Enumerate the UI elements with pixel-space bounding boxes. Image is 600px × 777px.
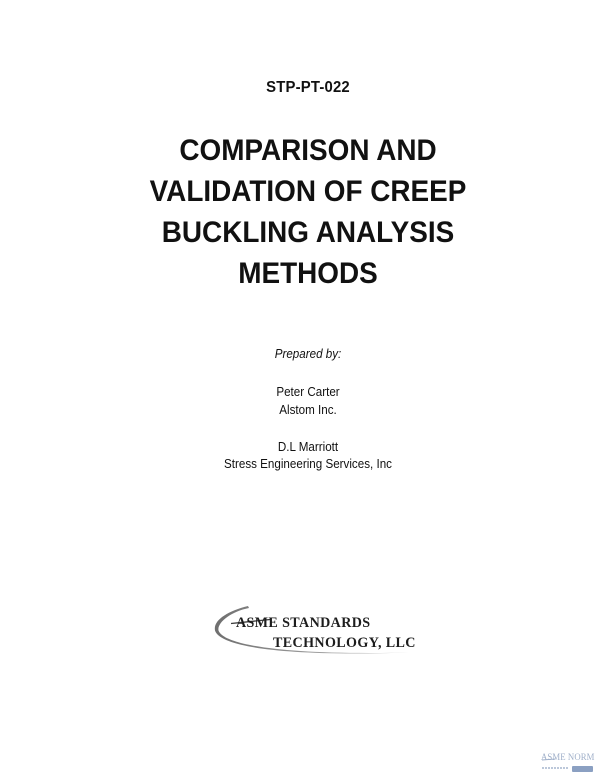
watermark-subline (542, 766, 569, 769)
title-line: VALIDATION OF CREEP (149, 175, 467, 208)
title-line: COMPARISON AND (179, 134, 437, 167)
title-line: METHODS (238, 257, 378, 290)
asme-st-llc-logo: ASME STANDARDS TECHNOLOGY, LLC (203, 600, 433, 672)
logo-swoosh-icon (214, 606, 409, 654)
author-affiliation: Stress Engineering Services, Inc (223, 457, 392, 471)
author-affiliation: Alstom Inc. (279, 403, 337, 417)
doc-number: STP-PT-022 (266, 79, 350, 96)
watermark-badge (572, 765, 593, 772)
author-name: Peter Carter (276, 385, 340, 399)
logo-text-line1: ASME STANDARDS (236, 615, 371, 631)
prepared-by-label: Prepared by: (274, 347, 342, 361)
author-name: D.L Marriott (277, 440, 339, 454)
asme-norm-watermark: ASME NORM (541, 753, 597, 773)
title-line: BUCKLING ANALYSIS (161, 216, 455, 249)
logo-text-line2: TECHNOLOGY, LLC (273, 635, 416, 651)
watermark-text: ASME NORM (541, 753, 595, 763)
